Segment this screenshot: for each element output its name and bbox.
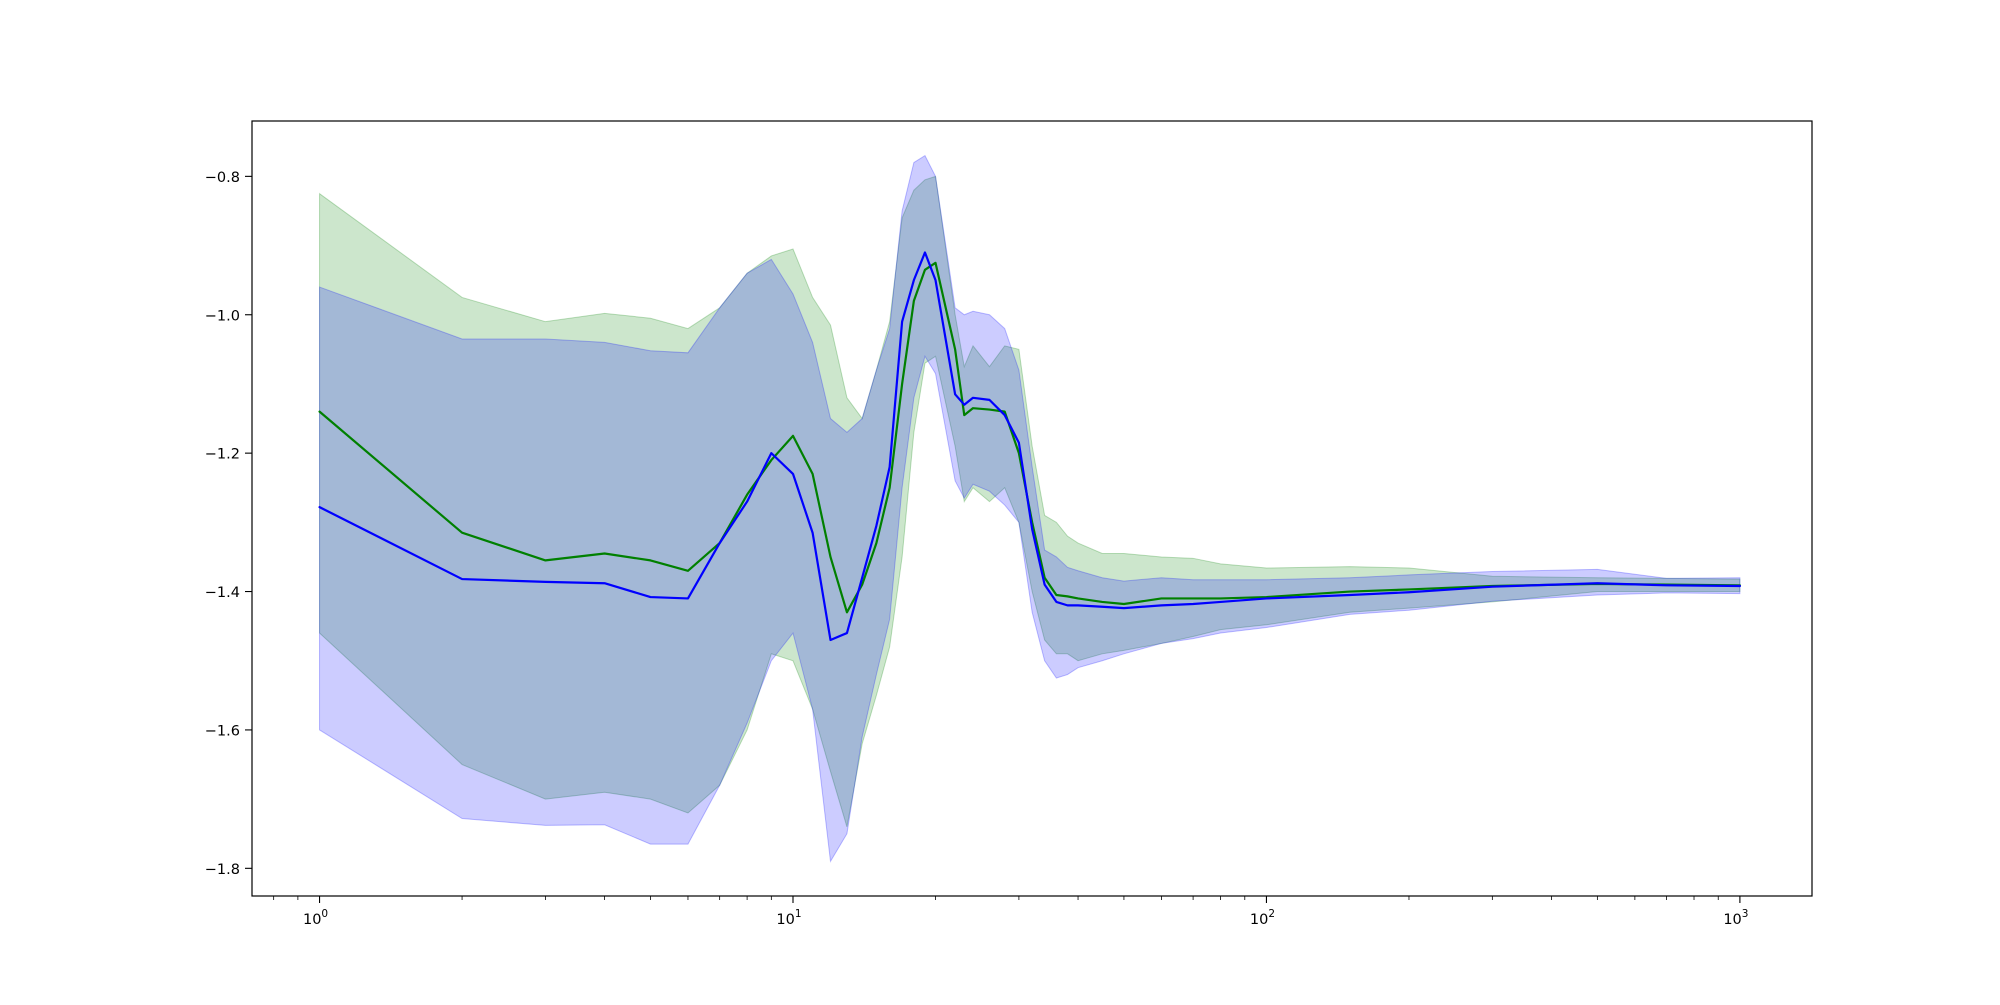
series-layer (318, 154, 1742, 863)
axes-frame (251, 120, 1813, 897)
x-tick-label-3: 102 (1250, 908, 1275, 928)
series-2-mean-line (318, 251, 1742, 642)
y-tick-label-4: −1.4 (205, 585, 240, 601)
series-1-confidence-band (319, 175, 1741, 827)
x-tick-label-4: 103 (1723, 908, 1748, 928)
y-tick-label-3: −1.2 (205, 447, 240, 463)
x-tick-label-1: 100 (303, 908, 328, 928)
y-tick-label-6: −1.8 (205, 862, 240, 878)
y-tick-label-5: −1.6 (205, 723, 240, 739)
y-tick-label-2: −1.0 (205, 308, 240, 324)
series-1-mean-line (318, 261, 1742, 614)
x-tick-label-2: 101 (776, 908, 801, 928)
plot-area: −0.8 −1.0 −1.2 −1.4 −1.6 −1.8 100 101 102 103 (205, 120, 1813, 928)
y-tick-label-1: −0.8 (205, 170, 240, 186)
